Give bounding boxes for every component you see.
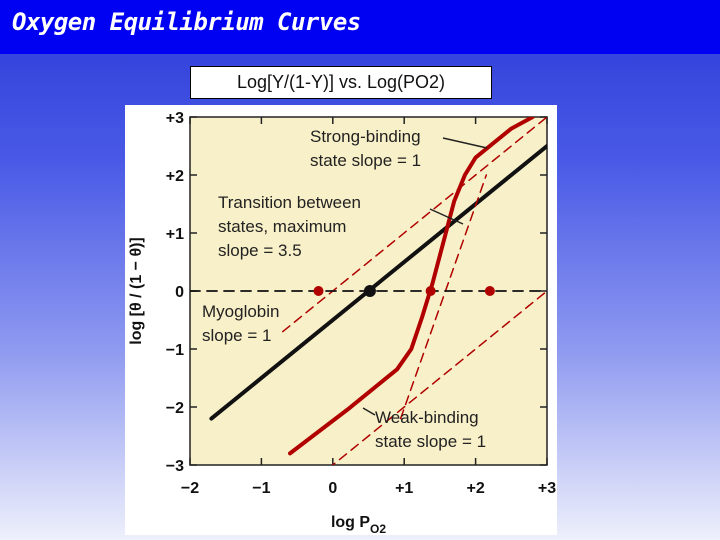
- y-tick-label: +1: [166, 226, 184, 243]
- x-tick-label: +3: [538, 480, 556, 497]
- y-tick-label: +2: [166, 168, 184, 185]
- x-tick-label: +2: [466, 480, 484, 497]
- x-axis-label-main: log P: [331, 514, 370, 531]
- annotation-label: Weak-binding state slope = 1: [375, 408, 486, 451]
- myoglobin-half-point: [363, 285, 376, 297]
- slope-asymptote-dashed: [399, 174, 488, 420]
- x-tick-label: 0: [328, 480, 337, 497]
- annotation-leader: [429, 208, 464, 225]
- x-axis-label: log PO2: [331, 514, 386, 535]
- slope-asymptote-dashed: [331, 290, 547, 465]
- annotation-line: states, maximum: [218, 217, 346, 236]
- annotation-line: Transition between: [218, 193, 361, 212]
- y-tick-label: +3: [166, 110, 184, 127]
- x-tick-label: −1: [252, 480, 270, 497]
- annotation-line: state slope = 1: [375, 432, 486, 451]
- annotation-line: Weak-binding: [375, 408, 479, 427]
- y-tick-label: −2: [166, 400, 184, 417]
- annotation-leader: [362, 407, 376, 416]
- annotation-label: Myoglobin slope = 1: [202, 302, 280, 345]
- annotation-line: state slope = 1: [310, 151, 421, 170]
- chart-subtitle-box: Log[Y/(1-Y)] vs. Log(PO2): [190, 66, 492, 99]
- title-bar: Oxygen Equilibrium Curves: [0, 0, 720, 54]
- hemoglobin-curve: [288, 117, 535, 456]
- annotation-line: slope = 3.5: [218, 241, 302, 260]
- slope-asymptote-dashed: [282, 117, 547, 333]
- x-axis-label-subscript: O2: [370, 522, 386, 535]
- annotation-leader: [442, 137, 488, 149]
- slide-title: Oxygen Equilibrium Curves: [12, 8, 361, 36]
- annotation-line: slope = 1: [202, 326, 271, 345]
- y-tick-label: −1: [166, 342, 184, 359]
- y-tick-label: −3: [166, 458, 184, 475]
- y-axis-label: log [θ / (1 − θ)]: [128, 237, 145, 345]
- annotation-line: Strong-binding: [310, 127, 421, 146]
- hemoglobin-point: [425, 286, 436, 296]
- hemoglobin-point: [484, 286, 495, 296]
- x-tick-label: +1: [395, 480, 413, 497]
- annotation-line: Myoglobin: [202, 302, 280, 321]
- x-tick-label: −2: [181, 480, 199, 497]
- annotation-label: Transition between states, maximum slope =…: [218, 193, 361, 260]
- hemoglobin-point: [313, 286, 324, 296]
- oxygen-equilibrium-chart: −2 −1 0 +1 +2 +3 +3 +2 +1 0 −1 −2 −3 Strong-binding s…: [128, 110, 556, 535]
- annotation-label: Strong-binding state slope = 1: [310, 127, 421, 170]
- y-tick-label: 0: [175, 284, 184, 301]
- myoglobin-line: [209, 144, 547, 421]
